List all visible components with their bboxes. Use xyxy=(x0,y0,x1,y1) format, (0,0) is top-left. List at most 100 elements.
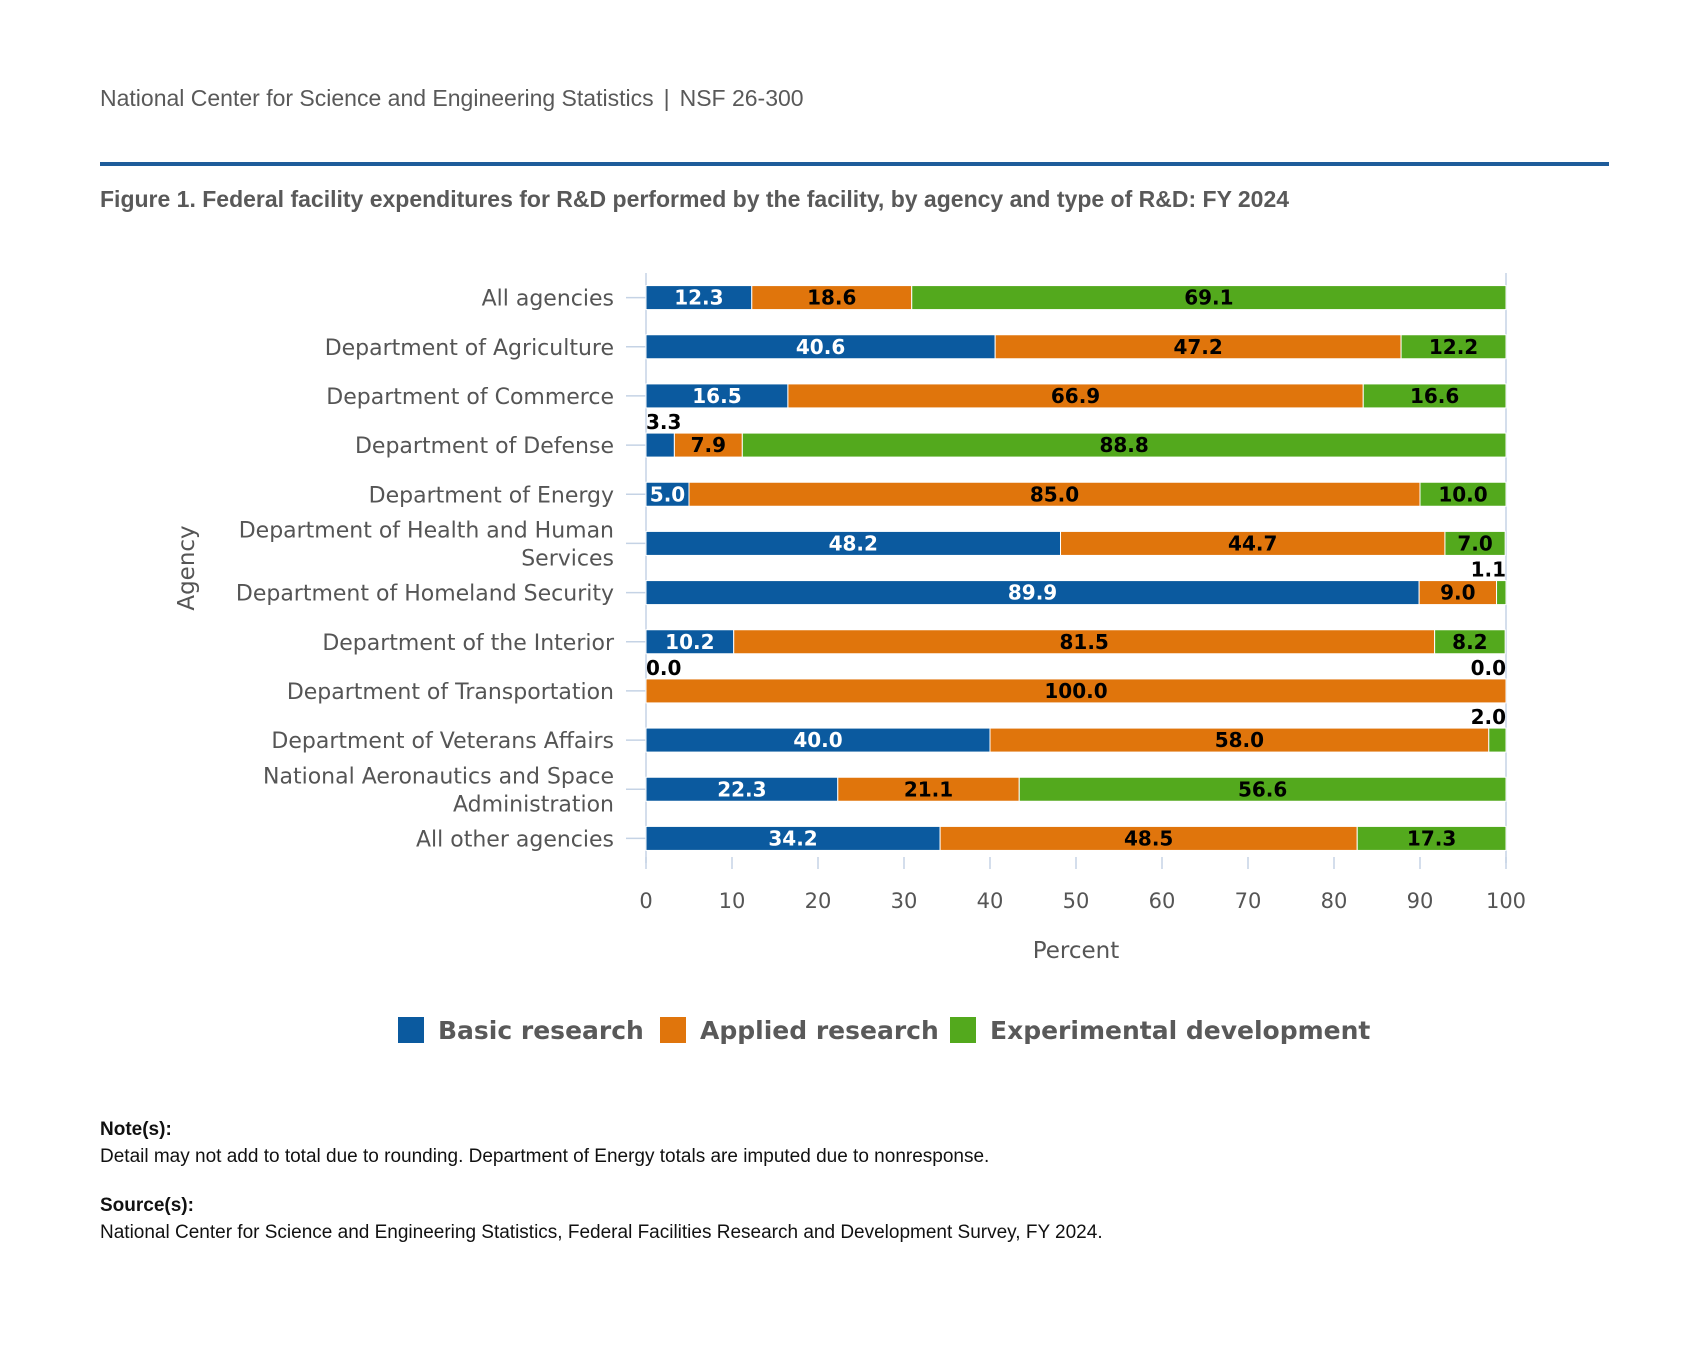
bar-segment xyxy=(645,776,839,802)
y-tick-label: Services xyxy=(521,546,614,571)
data-label-outside: 0.0 xyxy=(646,656,681,680)
bar-segment xyxy=(645,530,1062,556)
data-label-outside: 3.3 xyxy=(646,410,681,434)
data-label: 17.3 xyxy=(1407,826,1456,850)
data-label: 44.7 xyxy=(1228,531,1277,555)
data-label: 56.6 xyxy=(1238,777,1287,801)
bar-segment xyxy=(787,383,1364,409)
data-label: 48.2 xyxy=(829,531,878,555)
x-tick-label: 60 xyxy=(1149,889,1176,913)
x-tick-label: 30 xyxy=(891,889,918,913)
legend-label: Applied research xyxy=(700,1016,939,1045)
data-label: 40.0 xyxy=(793,728,842,752)
report-header: National Center for Science and Engineer… xyxy=(100,85,804,112)
bar-segment xyxy=(1400,334,1507,360)
bar-segment xyxy=(673,432,743,458)
data-label: 48.5 xyxy=(1124,826,1173,850)
notes-heading: Note(s): xyxy=(100,1119,172,1140)
x-tick-label: 10 xyxy=(719,889,746,913)
legend-swatch xyxy=(660,1017,686,1043)
bar-segment xyxy=(645,334,996,360)
source-heading: Source(s): xyxy=(100,1195,194,1216)
data-label: 18.6 xyxy=(807,286,856,310)
data-label: 7.0 xyxy=(1457,531,1492,555)
bar-segment xyxy=(1018,776,1507,802)
bar-segment xyxy=(645,481,690,507)
bar-segment xyxy=(1362,383,1507,409)
bar-segment xyxy=(688,481,1421,507)
x-axis-title: Percent xyxy=(1033,938,1120,964)
data-label: 12.2 xyxy=(1429,335,1478,359)
header-rule xyxy=(100,162,1609,166)
bar-segment xyxy=(645,432,675,458)
data-label: 47.2 xyxy=(1173,335,1222,359)
x-tick-label: 40 xyxy=(977,889,1004,913)
bar-segment xyxy=(911,285,1507,311)
data-label: 58.0 xyxy=(1215,728,1264,752)
bar-segment xyxy=(1496,580,1507,606)
bar-segment xyxy=(751,285,913,311)
y-tick-label: Department of Energy xyxy=(369,483,614,508)
data-label: 69.1 xyxy=(1184,286,1233,310)
y-tick-label: Department of the Interior xyxy=(322,631,615,656)
y-tick-label: Department of Defense xyxy=(355,434,614,459)
data-label: 9.0 xyxy=(1440,581,1475,605)
y-axis-title: Agency xyxy=(174,525,200,610)
data-label: 66.9 xyxy=(1051,384,1100,408)
bar-segment xyxy=(837,776,1020,802)
data-label-outside: 2.0 xyxy=(1471,705,1506,729)
bar-segment xyxy=(1419,481,1507,507)
bar-segment xyxy=(1488,727,1507,753)
bar-segment xyxy=(733,629,1436,655)
x-tick-label: 90 xyxy=(1407,889,1434,913)
bar-segment xyxy=(645,285,753,311)
data-label: 12.3 xyxy=(674,286,723,310)
y-tick-label: Department of Commerce xyxy=(326,385,614,410)
bar-segment xyxy=(645,629,735,655)
data-label: 85.0 xyxy=(1030,482,1079,506)
data-label: 7.9 xyxy=(691,433,726,457)
bar-segment xyxy=(994,334,1402,360)
x-tick-label: 50 xyxy=(1063,889,1090,913)
y-tick-label: All agencies xyxy=(482,287,614,312)
data-label: 81.5 xyxy=(1059,630,1108,654)
y-tick-label: Department of Veterans Affairs xyxy=(271,729,614,754)
legend-label: Experimental development xyxy=(990,1016,1370,1045)
bar-segment xyxy=(1418,580,1498,606)
bar-segment xyxy=(1444,530,1506,556)
bar-segment xyxy=(1356,825,1507,851)
x-tick-label: 100 xyxy=(1486,889,1526,913)
data-label: 89.9 xyxy=(1008,581,1057,605)
bar-segment xyxy=(645,678,1507,704)
legend-swatch xyxy=(398,1017,424,1043)
data-label: 88.8 xyxy=(1099,433,1148,457)
data-label: 8.2 xyxy=(1452,630,1487,654)
data-label: 22.3 xyxy=(717,777,766,801)
data-label: 21.1 xyxy=(904,777,953,801)
bar-segment xyxy=(1434,629,1506,655)
legend-label: Basic research xyxy=(438,1016,644,1045)
data-label: 34.2 xyxy=(768,826,817,850)
y-tick-label: Department of Transportation xyxy=(287,680,614,705)
data-label: 16.5 xyxy=(692,384,741,408)
x-tick-label: 0 xyxy=(639,889,652,913)
source-text: National Center for Science and Engineer… xyxy=(100,1222,1103,1243)
bar-segment xyxy=(939,825,1358,851)
data-label: 10.0 xyxy=(1438,482,1487,506)
data-label: 100.0 xyxy=(1044,679,1107,703)
publication-id: NSF 26-300 xyxy=(679,85,804,111)
org-name: National Center for Science and Engineer… xyxy=(100,85,654,111)
bar-segment xyxy=(741,432,1507,458)
y-tick-label: Department of Homeland Security xyxy=(236,582,614,607)
y-tick-label: Administration xyxy=(453,792,614,817)
data-label: 40.6 xyxy=(796,335,845,359)
y-tick-label: National Aeronautics and Space xyxy=(263,764,614,789)
data-label-outside: 0.0 xyxy=(1471,656,1506,680)
x-tick-label: 20 xyxy=(805,889,832,913)
x-tick-label: 70 xyxy=(1235,889,1262,913)
data-label: 5.0 xyxy=(650,482,685,506)
x-tick-label: 80 xyxy=(1321,889,1348,913)
y-tick-label: All other agencies xyxy=(416,827,614,852)
header-separator: | xyxy=(663,85,670,111)
